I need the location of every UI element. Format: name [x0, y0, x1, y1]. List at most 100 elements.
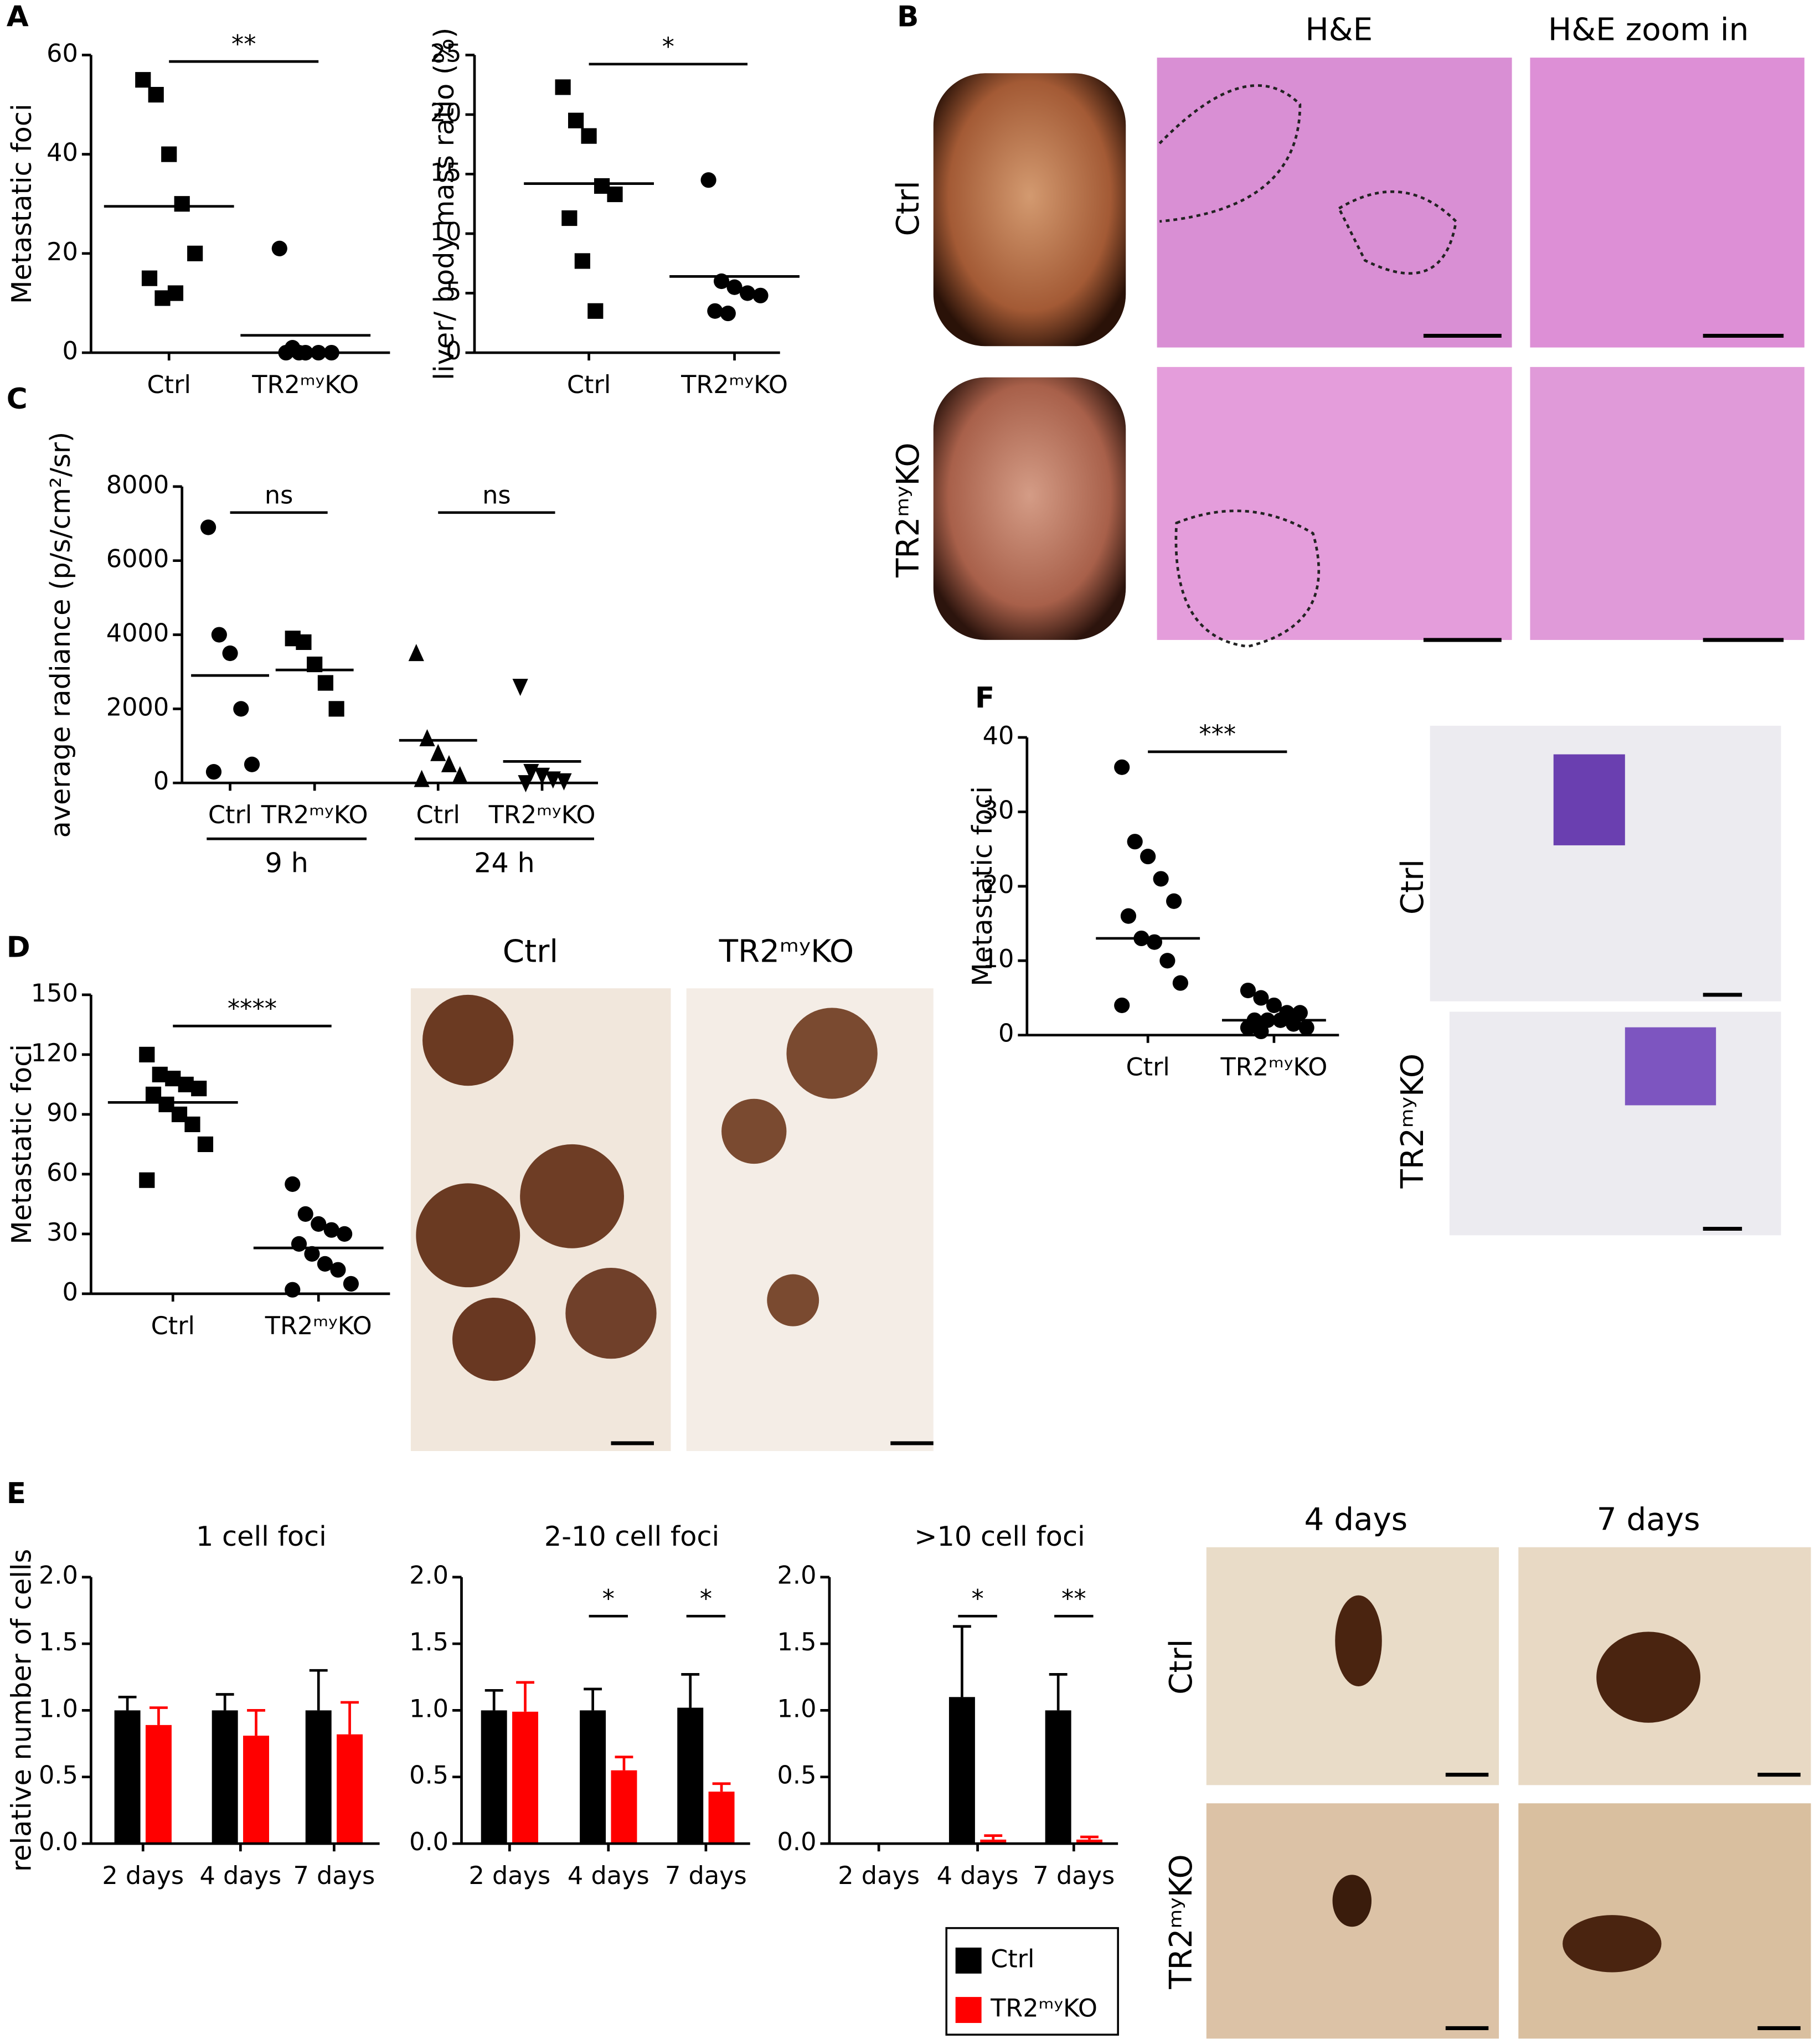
- y-tick-label: 25: [430, 39, 462, 68]
- ihc-image: [1518, 1803, 1811, 2039]
- point: [311, 1216, 327, 1232]
- bar: [337, 1734, 363, 1844]
- panel-letter: D: [7, 931, 30, 964]
- he-zoom-image: [1530, 366, 1804, 640]
- point: [330, 1262, 346, 1278]
- he-image: [1449, 1011, 1781, 1236]
- x-tick-label: 7 days: [293, 1861, 375, 1890]
- y-tick-label: 10: [983, 944, 1014, 973]
- bar: [948, 1697, 975, 1844]
- point: [1253, 1023, 1269, 1040]
- chart-title: 2-10 cell foci: [544, 1520, 719, 1552]
- point: [135, 72, 151, 88]
- point: [1253, 990, 1269, 1006]
- panel-letters: A B C D E F: [7, 1, 994, 1510]
- x-tick-label: TR2ᵐʸKO: [680, 370, 788, 399]
- tumor: [422, 994, 514, 1086]
- significance-label: *: [971, 1584, 983, 1613]
- y-tick-label: 0.5: [777, 1761, 817, 1790]
- point: [556, 773, 572, 791]
- legend-swatch: [955, 1997, 982, 2023]
- bar: [481, 1710, 507, 1844]
- cells: [1563, 1915, 1662, 1973]
- group-label: 9 h: [265, 847, 308, 879]
- significance-label: ****: [228, 994, 277, 1023]
- bar: [1076, 1839, 1102, 1844]
- bar: [145, 1725, 172, 1844]
- point: [587, 303, 604, 319]
- y-tick-label: 0: [446, 337, 461, 365]
- x-tick-label: Ctrl: [567, 370, 611, 399]
- point: [1240, 1020, 1256, 1036]
- point: [555, 79, 571, 95]
- bar: [305, 1710, 332, 1844]
- y-tick-label: 8000: [106, 471, 169, 499]
- point: [337, 1226, 353, 1242]
- point: [726, 279, 743, 295]
- column-header: 7 days: [1597, 1501, 1700, 1537]
- column-header: H&E: [1305, 12, 1373, 48]
- cells: [1596, 1632, 1700, 1723]
- tumor: [565, 1267, 657, 1359]
- point: [191, 1081, 207, 1097]
- point: [167, 285, 184, 301]
- point: [328, 701, 344, 717]
- point: [518, 775, 534, 793]
- y-axis-label: liver/ body mass ratio (%): [428, 28, 460, 380]
- point: [1266, 997, 1282, 1013]
- point: [752, 287, 769, 303]
- y-tick-label: 2000: [106, 693, 169, 721]
- y-tick-label: 120: [31, 1039, 78, 1067]
- significance-label: *: [602, 1584, 615, 1613]
- y-tick-label: 90: [47, 1098, 78, 1127]
- y-tick-label: 1.0: [39, 1694, 78, 1723]
- point: [1153, 871, 1169, 887]
- point: [408, 644, 424, 662]
- point: [1114, 759, 1130, 775]
- y-tick-label: 1.5: [777, 1628, 817, 1656]
- x-tick-label: Ctrl: [151, 1312, 195, 1340]
- y-tick-label: 60: [47, 1158, 78, 1187]
- point: [148, 86, 164, 103]
- point: [568, 112, 584, 128]
- x-tick-label: TR2ᵐʸKO: [261, 801, 368, 829]
- photo: [933, 377, 1126, 640]
- y-tick-label: 0.0: [39, 1828, 78, 1856]
- point: [1127, 834, 1143, 850]
- column-header: TR2ᵐʸKO: [719, 933, 854, 969]
- point: [1172, 975, 1188, 991]
- panel-letter: E: [7, 1477, 26, 1510]
- bar: [212, 1710, 238, 1844]
- point: [720, 305, 736, 322]
- point: [581, 128, 597, 144]
- point: [271, 240, 287, 256]
- point: [291, 1236, 307, 1252]
- tumor: [767, 1274, 819, 1326]
- legend-swatch: [955, 1947, 982, 1974]
- x-tick-label: Ctrl: [147, 370, 191, 399]
- point: [297, 1206, 313, 1222]
- x-tick-label: 4 days: [568, 1861, 649, 1890]
- significance-label: ns: [482, 481, 511, 510]
- y-tick-label: 2.0: [409, 1561, 448, 1590]
- point: [1298, 1020, 1314, 1036]
- point: [419, 729, 435, 746]
- significance-label: **: [1061, 1584, 1086, 1613]
- tumor: [721, 1098, 787, 1164]
- bar: [1045, 1710, 1071, 1844]
- y-tick-label: 0: [62, 1278, 78, 1307]
- x-tick-label: 2 days: [468, 1861, 550, 1890]
- point: [1240, 982, 1256, 999]
- point: [707, 303, 723, 319]
- point: [574, 253, 590, 269]
- row-label: TR2ᵐʸKO: [1163, 1854, 1199, 1990]
- point: [1146, 934, 1162, 950]
- bar: [114, 1710, 141, 1844]
- photo: [933, 73, 1126, 347]
- y-tick-label: 15: [430, 158, 462, 187]
- x-tick-label: 4 days: [199, 1861, 281, 1890]
- y-tick-label: 6000: [106, 545, 169, 574]
- y-tick-label: 1.0: [409, 1694, 448, 1723]
- y-axis-label: relative number of cells: [6, 1549, 38, 1872]
